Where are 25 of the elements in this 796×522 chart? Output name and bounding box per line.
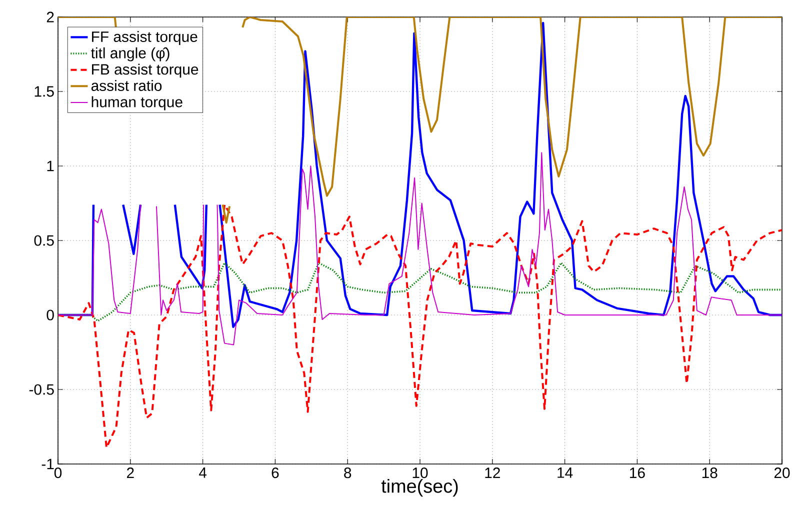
- x-tick-label: 10: [412, 468, 428, 478]
- legend-label: human torque: [92, 96, 182, 110]
- x-tick-label: 2: [126, 468, 134, 478]
- x-tick-label: 12: [485, 468, 500, 478]
- x-tick-label: 14: [558, 468, 573, 478]
- x-tick-label: 4: [198, 468, 207, 478]
- x-axis-title: time(sec): [381, 478, 458, 497]
- x-tick-label: 18: [702, 468, 718, 478]
- legend-label: FB assist torque: [92, 64, 198, 78]
- x-tick-label: 20: [774, 468, 790, 478]
- x-tick-label: 16: [630, 468, 645, 478]
- x-tick-label: 0: [54, 468, 62, 478]
- y-tick-label: -0.5: [29, 384, 54, 395]
- y-tick-label: -1: [42, 458, 54, 470]
- legend-label: assist ratio: [91, 80, 162, 91]
- legend-label: titl angle (φ̂): [91, 47, 170, 62]
- y-tick-label: 1.5: [34, 86, 54, 97]
- x-tick-label: 6: [272, 468, 279, 478]
- y-tick-label: 0.5: [34, 235, 54, 246]
- x-tick-label: 8: [344, 468, 352, 478]
- y-tick-label: 0: [46, 310, 54, 320]
- legend-label: FF assist torque: [92, 31, 198, 45]
- y-tick-label: 2: [46, 12, 54, 22]
- y-tick-label: 1: [47, 160, 54, 172]
- line-series: [58, 204, 782, 449]
